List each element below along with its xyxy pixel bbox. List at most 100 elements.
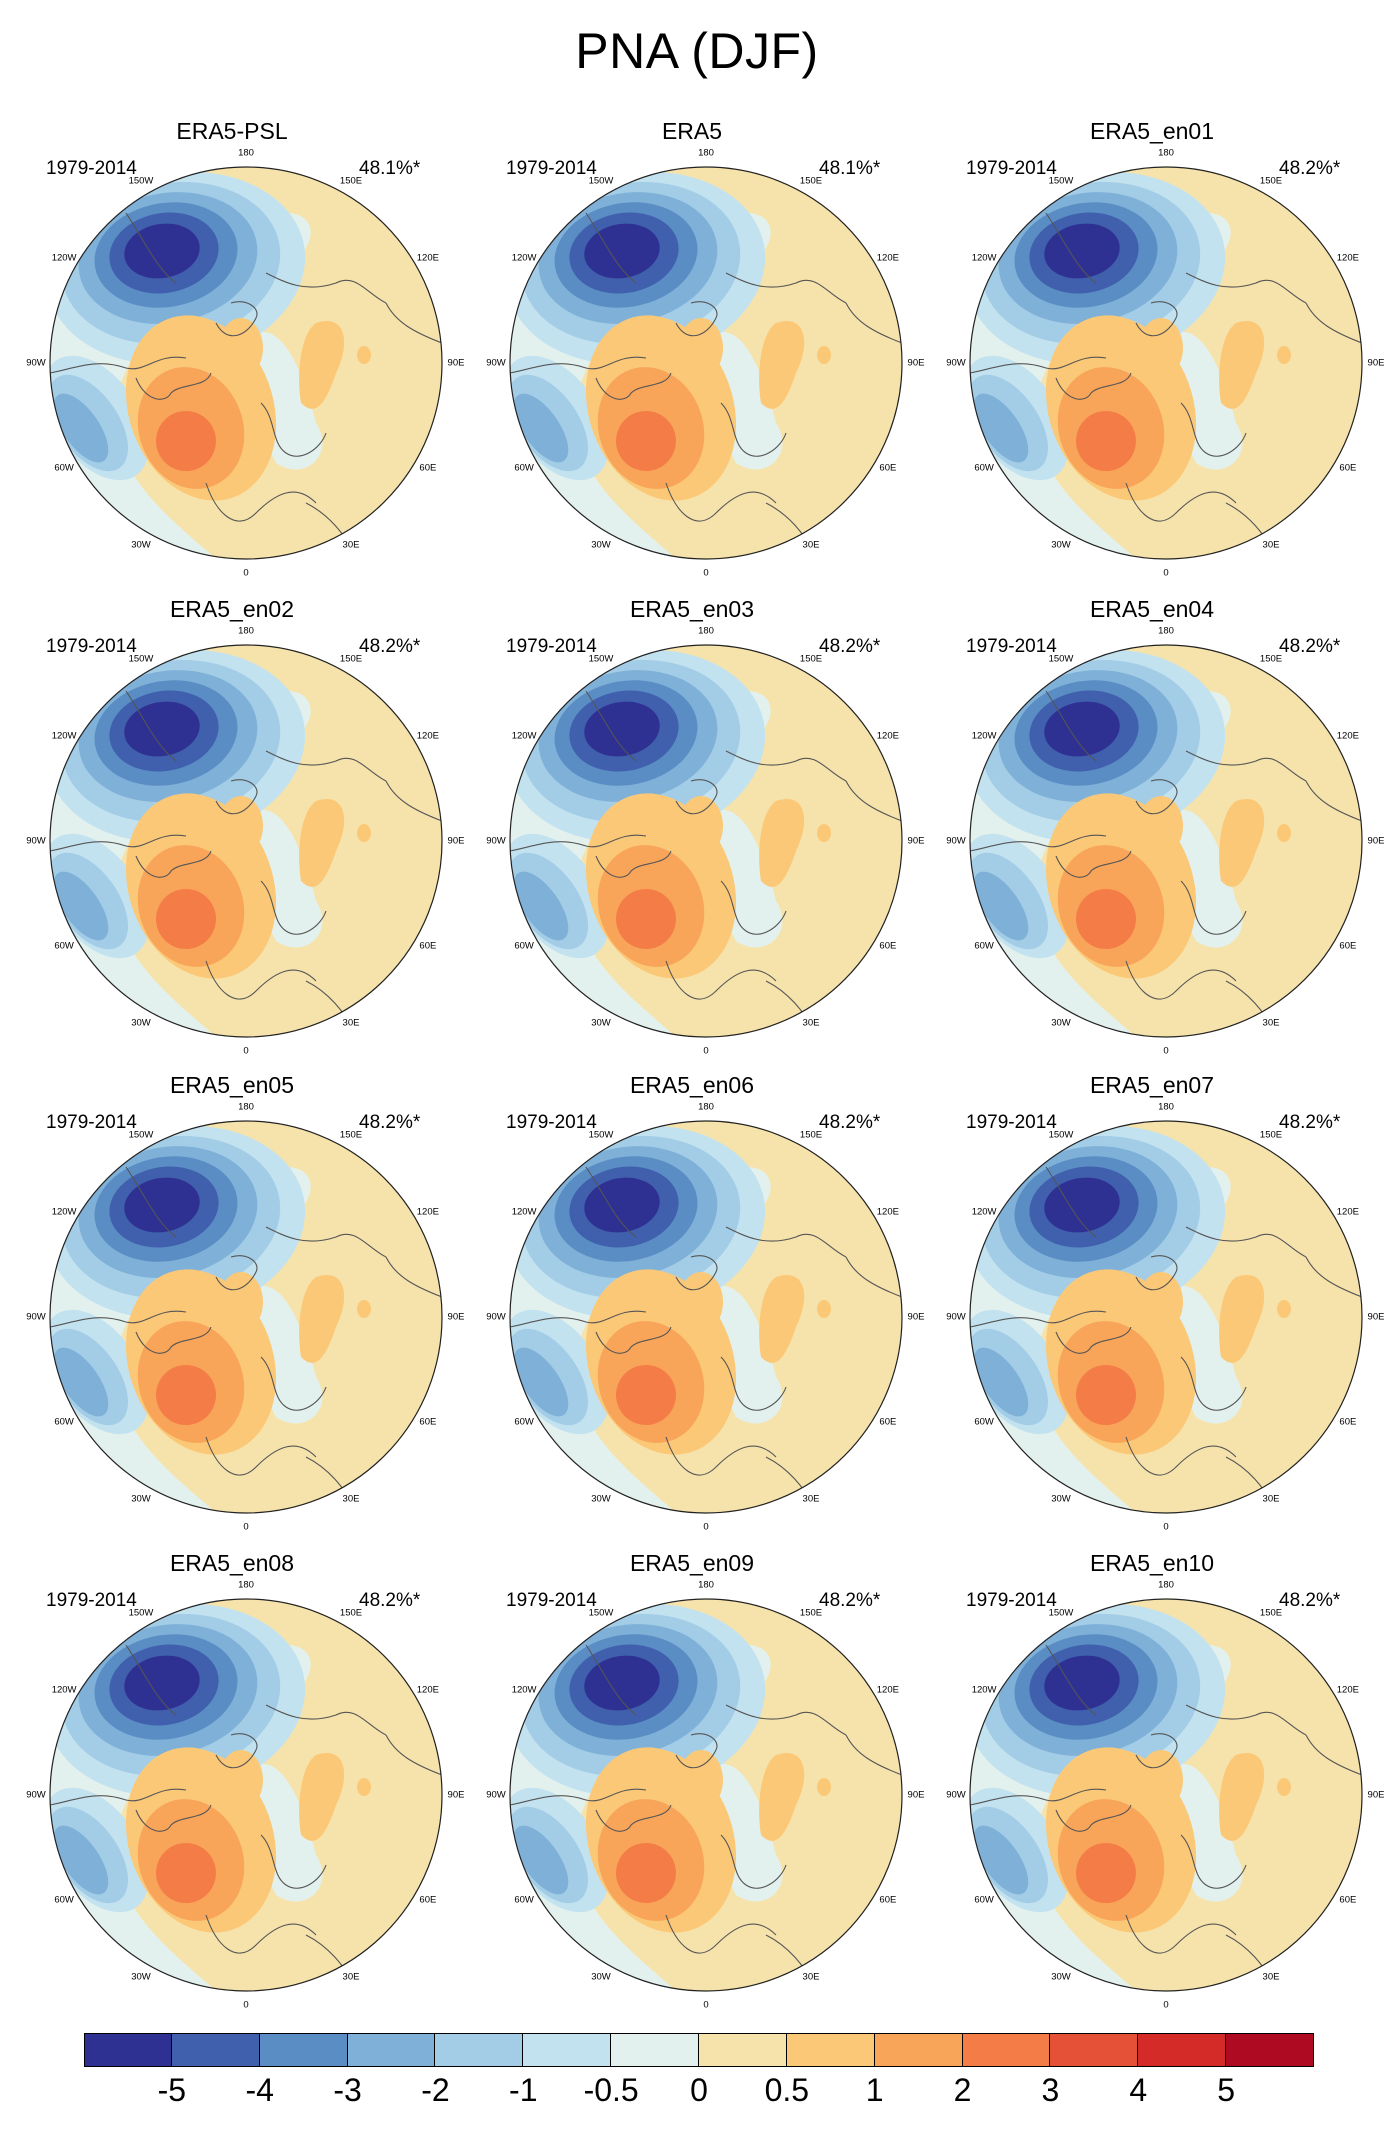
coastlines <box>970 212 1362 559</box>
longitude-label: 150E <box>1259 653 1283 665</box>
arctic-high-1 <box>219 796 263 856</box>
america-high-3 <box>156 1843 216 1903</box>
colorbar-tick-label: 2 <box>953 2072 972 2108</box>
polar-map <box>969 1120 1363 1514</box>
pacific-low-5 <box>584 223 660 279</box>
page-title: PNA (DJF) <box>575 23 819 79</box>
map-panel: ERA5_en06 1979-2014 48.2%* 180 150E 120E 90E 60… <box>462 1072 924 1542</box>
siberia-high-1 <box>299 1275 345 1363</box>
longitude-label: 120E <box>416 1206 439 1218</box>
pacific-low-5 <box>124 701 200 757</box>
longitude-label: 120W <box>971 1684 997 1696</box>
period-label: 1979-2014 <box>506 1112 597 1133</box>
longitude-label: 90E <box>1367 357 1385 369</box>
colorbar-swatch <box>874 2033 963 2067</box>
pacific-low-5 <box>1044 223 1120 279</box>
longitude-label: 150E <box>1259 1129 1283 1141</box>
coastlines <box>510 690 902 1037</box>
longitude-label: 60W <box>54 1894 74 1906</box>
longitude-label: 120W <box>51 730 77 742</box>
longitude-label: 30W <box>1051 539 1071 551</box>
coastlines <box>50 1644 442 1991</box>
longitude-label: 0 <box>243 567 249 579</box>
siberia-high-1 <box>299 321 345 409</box>
longitude-label: 30W <box>131 1493 151 1505</box>
polar-map <box>509 166 903 560</box>
polar-map <box>509 1598 903 1992</box>
longitude-label: 0 <box>1163 1521 1169 1533</box>
colorbar-swatch <box>171 2033 260 2067</box>
longitude-label: 90W <box>946 357 966 369</box>
panel-title: ERA5_en06 <box>629 1072 755 1098</box>
longitude-label: 60W <box>974 940 994 952</box>
longitude-label: 150W <box>1048 1129 1074 1141</box>
atlantic-low-2 <box>513 393 569 463</box>
longitude-label: 150W <box>128 653 154 665</box>
arctic-high-1 <box>1139 796 1183 856</box>
longitude-label: 60E <box>419 1894 437 1906</box>
colorbar-swatch <box>699 2033 787 2067</box>
arctic-high-1 <box>219 1750 263 1810</box>
america-high-3 <box>616 1365 676 1425</box>
longitude-label: 90W <box>946 1789 966 1801</box>
map-panel: ERA5_en04 1979-2014 48.2%* 180 150E 120E 90E 60… <box>922 596 1385 1066</box>
longitude-label: 0 <box>243 1999 249 2011</box>
longitude-label: 180 <box>238 625 254 637</box>
longitude-label: 0 <box>703 567 709 579</box>
period-label: 1979-2014 <box>46 1112 137 1133</box>
longitude-label: 30E <box>802 1017 820 1029</box>
america-high-3 <box>156 889 216 949</box>
map-boundary <box>969 1598 1363 1992</box>
america-high-3 <box>156 411 216 471</box>
coastlines <box>510 1166 902 1513</box>
colorbar-swatch <box>611 2033 699 2067</box>
pacific-low-5 <box>584 1655 660 1711</box>
atlantic-low-2 <box>53 393 109 463</box>
longitude-label: 90W <box>946 1311 966 1323</box>
explained-variance: 48.2%* <box>819 1590 881 1611</box>
longitude-label: 30E <box>342 539 360 551</box>
longitude-label: 60W <box>54 940 74 952</box>
longitude-label: 150W <box>1048 653 1074 665</box>
longitude-label: 90E <box>1367 1311 1385 1323</box>
longitude-label: 60W <box>514 1894 534 1906</box>
atlantic-low-2 <box>513 1347 569 1417</box>
longitude-label: 120W <box>971 252 997 264</box>
atlantic-low-2 <box>973 871 1029 941</box>
longitude-label: 60E <box>1339 1416 1357 1428</box>
asia-high-spot <box>357 1778 371 1796</box>
map-boundary <box>969 166 1363 560</box>
longitude-label: 150W <box>128 1129 154 1141</box>
longitude-label: 120E <box>1336 252 1359 264</box>
longitude-label: 90E <box>907 357 925 369</box>
america-high-3 <box>1076 411 1136 471</box>
longitude-label: 60E <box>1339 940 1357 952</box>
arctic-high-1 <box>219 1272 263 1332</box>
colorbar-tick-label: -4 <box>245 2072 274 2108</box>
longitude-label: 180 <box>698 1101 714 1113</box>
longitude-label: 30W <box>591 1017 611 1029</box>
panel-title: ERA5-PSL <box>176 118 288 144</box>
longitude-label: 120W <box>511 1206 537 1218</box>
arctic-high-1 <box>219 318 263 378</box>
longitude-label: 90E <box>1367 835 1385 847</box>
longitude-label: 30E <box>342 1971 360 1983</box>
longitude-label: 180 <box>1158 1579 1174 1591</box>
longitude-label: 90E <box>447 357 465 369</box>
longitude-label: 0 <box>1163 1045 1169 1057</box>
colorbar-tick-label: -2 <box>421 2072 450 2108</box>
longitude-label: 90W <box>26 1311 46 1323</box>
longitude-label: 150E <box>799 1129 823 1141</box>
longitude-label: 60W <box>514 940 534 952</box>
panel-title: ERA5_en01 <box>1089 118 1215 144</box>
arctic-high-1 <box>679 1750 723 1810</box>
coastlines <box>510 212 902 559</box>
polar-map <box>49 644 443 1038</box>
colorbar-swatch <box>1050 2033 1139 2067</box>
longitude-label: 90W <box>26 1789 46 1801</box>
siberia-high-1 <box>1219 1753 1265 1841</box>
atlantic-low-2 <box>53 1347 109 1417</box>
colorbar-tick-label: 3 <box>1041 2072 1060 2108</box>
america-high-3 <box>616 411 676 471</box>
map-boundary <box>49 166 443 560</box>
